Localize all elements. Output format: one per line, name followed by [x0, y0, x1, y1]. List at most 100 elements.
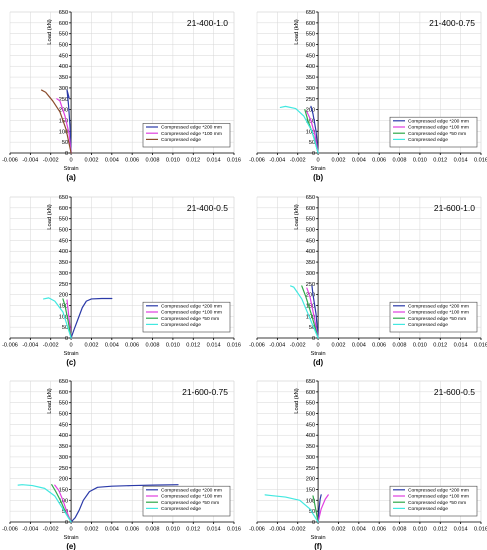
legend-label: Compressed edge *100 mm [161, 494, 222, 500]
x-tick-label: 0.010 [166, 158, 180, 164]
y-tick-label: 250 [306, 466, 315, 472]
y-tick-label: 650 [306, 10, 315, 16]
legend-label: Compressed edge *200 mm [408, 118, 469, 124]
y-tick-label: 400 [59, 249, 68, 255]
x-tick-label: 0.016 [227, 158, 241, 164]
y-tick-label: 550 [59, 32, 68, 38]
x-tick-label: 0.012 [433, 343, 447, 349]
y-tick-label: 650 [59, 195, 68, 201]
y-tick-label: 550 [306, 32, 315, 38]
panel-caption: (e) [66, 542, 76, 550]
y-tick-label: 500 [59, 43, 68, 49]
x-tick-label: 0.012 [186, 158, 200, 164]
y-tick-label: 350 [306, 75, 315, 81]
series-line [311, 285, 319, 339]
x-tick-label: -0.002 [290, 527, 306, 533]
x-axis-label: Strain [64, 535, 79, 541]
y-tick-label: 300 [59, 455, 68, 461]
chart-panel-5: -0.006 -0.004 -0.002 0 0.002 0.004 0.006 0.008 0… [2, 379, 241, 550]
x-tick-label: 0.006 [125, 527, 139, 533]
y-tick-label: 400 [59, 64, 68, 70]
x-tick-label: 0.014 [207, 158, 221, 164]
y-tick-label: 350 [59, 444, 68, 450]
y-tick-label: 50 [309, 140, 315, 146]
x-tick-label: -0.002 [290, 158, 306, 164]
y-tick-label: 450 [59, 422, 68, 428]
y-tick-label: 200 [306, 108, 315, 114]
y-tick-label: 250 [59, 466, 68, 472]
x-tick-label: 0.002 [84, 343, 98, 349]
y-tick-label: 50 [309, 325, 315, 331]
x-tick-label: 0.010 [166, 343, 180, 349]
y-tick-label: 300 [306, 455, 315, 461]
legend-label: Compressed edge *100 mm [408, 494, 469, 500]
series-line [310, 105, 319, 154]
x-tick-label: -0.002 [43, 527, 59, 533]
y-tick-label: 500 [59, 412, 68, 418]
x-tick-label: 0.006 [372, 343, 386, 349]
x-tick-label: -0.006 [249, 158, 265, 164]
y-tick-label: 550 [59, 401, 68, 407]
y-tick-label: 600 [59, 390, 68, 396]
y-axis-label: Load (kN) [294, 204, 300, 230]
legend-label: Compressed edge *200 mm [161, 125, 222, 131]
x-tick-label: 0.016 [474, 527, 487, 533]
y-tick-label: 400 [59, 433, 68, 439]
x-tick-label: 0.016 [227, 343, 241, 349]
y-tick-label: 150 [306, 118, 315, 124]
y-tick-label: 400 [306, 249, 315, 255]
x-tick-label: 0.014 [454, 343, 468, 349]
x-tick-label: 0.010 [413, 343, 427, 349]
x-tick-label: 0.012 [186, 343, 200, 349]
legend-box [142, 485, 231, 517]
y-tick-label: 550 [306, 217, 315, 223]
panel-caption: (a) [66, 173, 76, 182]
y-tick-label: 500 [59, 228, 68, 234]
y-axis-label: Load (kN) [294, 388, 300, 414]
y-tick-label: 350 [59, 260, 68, 266]
x-tick-label: -0.006 [2, 527, 18, 533]
legend-label: Compressed edge *200 mm [408, 487, 469, 493]
series-line [17, 484, 72, 523]
series-line [62, 298, 72, 339]
x-tick-label: 0.012 [186, 527, 200, 533]
x-tick-label: -0.004 [22, 343, 38, 349]
x-tick-label: 0.016 [227, 527, 241, 533]
x-tick-label: 0.004 [352, 158, 366, 164]
y-tick-label: 250 [59, 282, 68, 288]
y-tick-label: 450 [306, 422, 315, 428]
y-axis-label: Load (kN) [47, 388, 53, 414]
y-tick-label: 650 [59, 379, 68, 385]
legend-label: Compressed edge *100 mm [161, 131, 222, 137]
y-tick-label: 250 [306, 282, 315, 288]
series-line [306, 287, 319, 339]
series-line [306, 111, 319, 154]
legend-label: Compressed edge [161, 137, 201, 143]
series-line [317, 494, 322, 523]
y-tick-label: 100 [306, 314, 315, 320]
x-tick-label: -0.004 [269, 527, 285, 533]
y-tick-label: 100 [306, 129, 315, 135]
series-line [312, 495, 319, 523]
y-tick-label: 650 [306, 379, 315, 385]
y-tick-label: 0 [65, 520, 68, 526]
y-tick-label: 600 [59, 21, 68, 27]
y-tick-label: 350 [306, 444, 315, 450]
series-line [70, 297, 113, 339]
x-tick-label: 0.004 [352, 527, 366, 533]
series-line [40, 89, 72, 154]
x-tick-label: 0.006 [125, 158, 139, 164]
legend-label: Compressed edge *200 mm [161, 487, 222, 493]
x-tick-label: -0.004 [22, 158, 38, 164]
x-axis-label: Strain [311, 535, 326, 541]
x-tick-label: -0.006 [2, 158, 18, 164]
x-tick-label: 0.004 [105, 527, 119, 533]
panel-title: 21-400-0.75 [429, 18, 475, 28]
y-axis-label: Load (kN) [47, 204, 53, 230]
legend-label: Compressed edge *50 mm [408, 131, 466, 137]
y-tick-label: 250 [306, 97, 315, 103]
x-tick-label: 0.012 [433, 158, 447, 164]
panel-title: 21-600-1.0 [434, 203, 475, 213]
x-tick-label: 0.014 [454, 527, 468, 533]
